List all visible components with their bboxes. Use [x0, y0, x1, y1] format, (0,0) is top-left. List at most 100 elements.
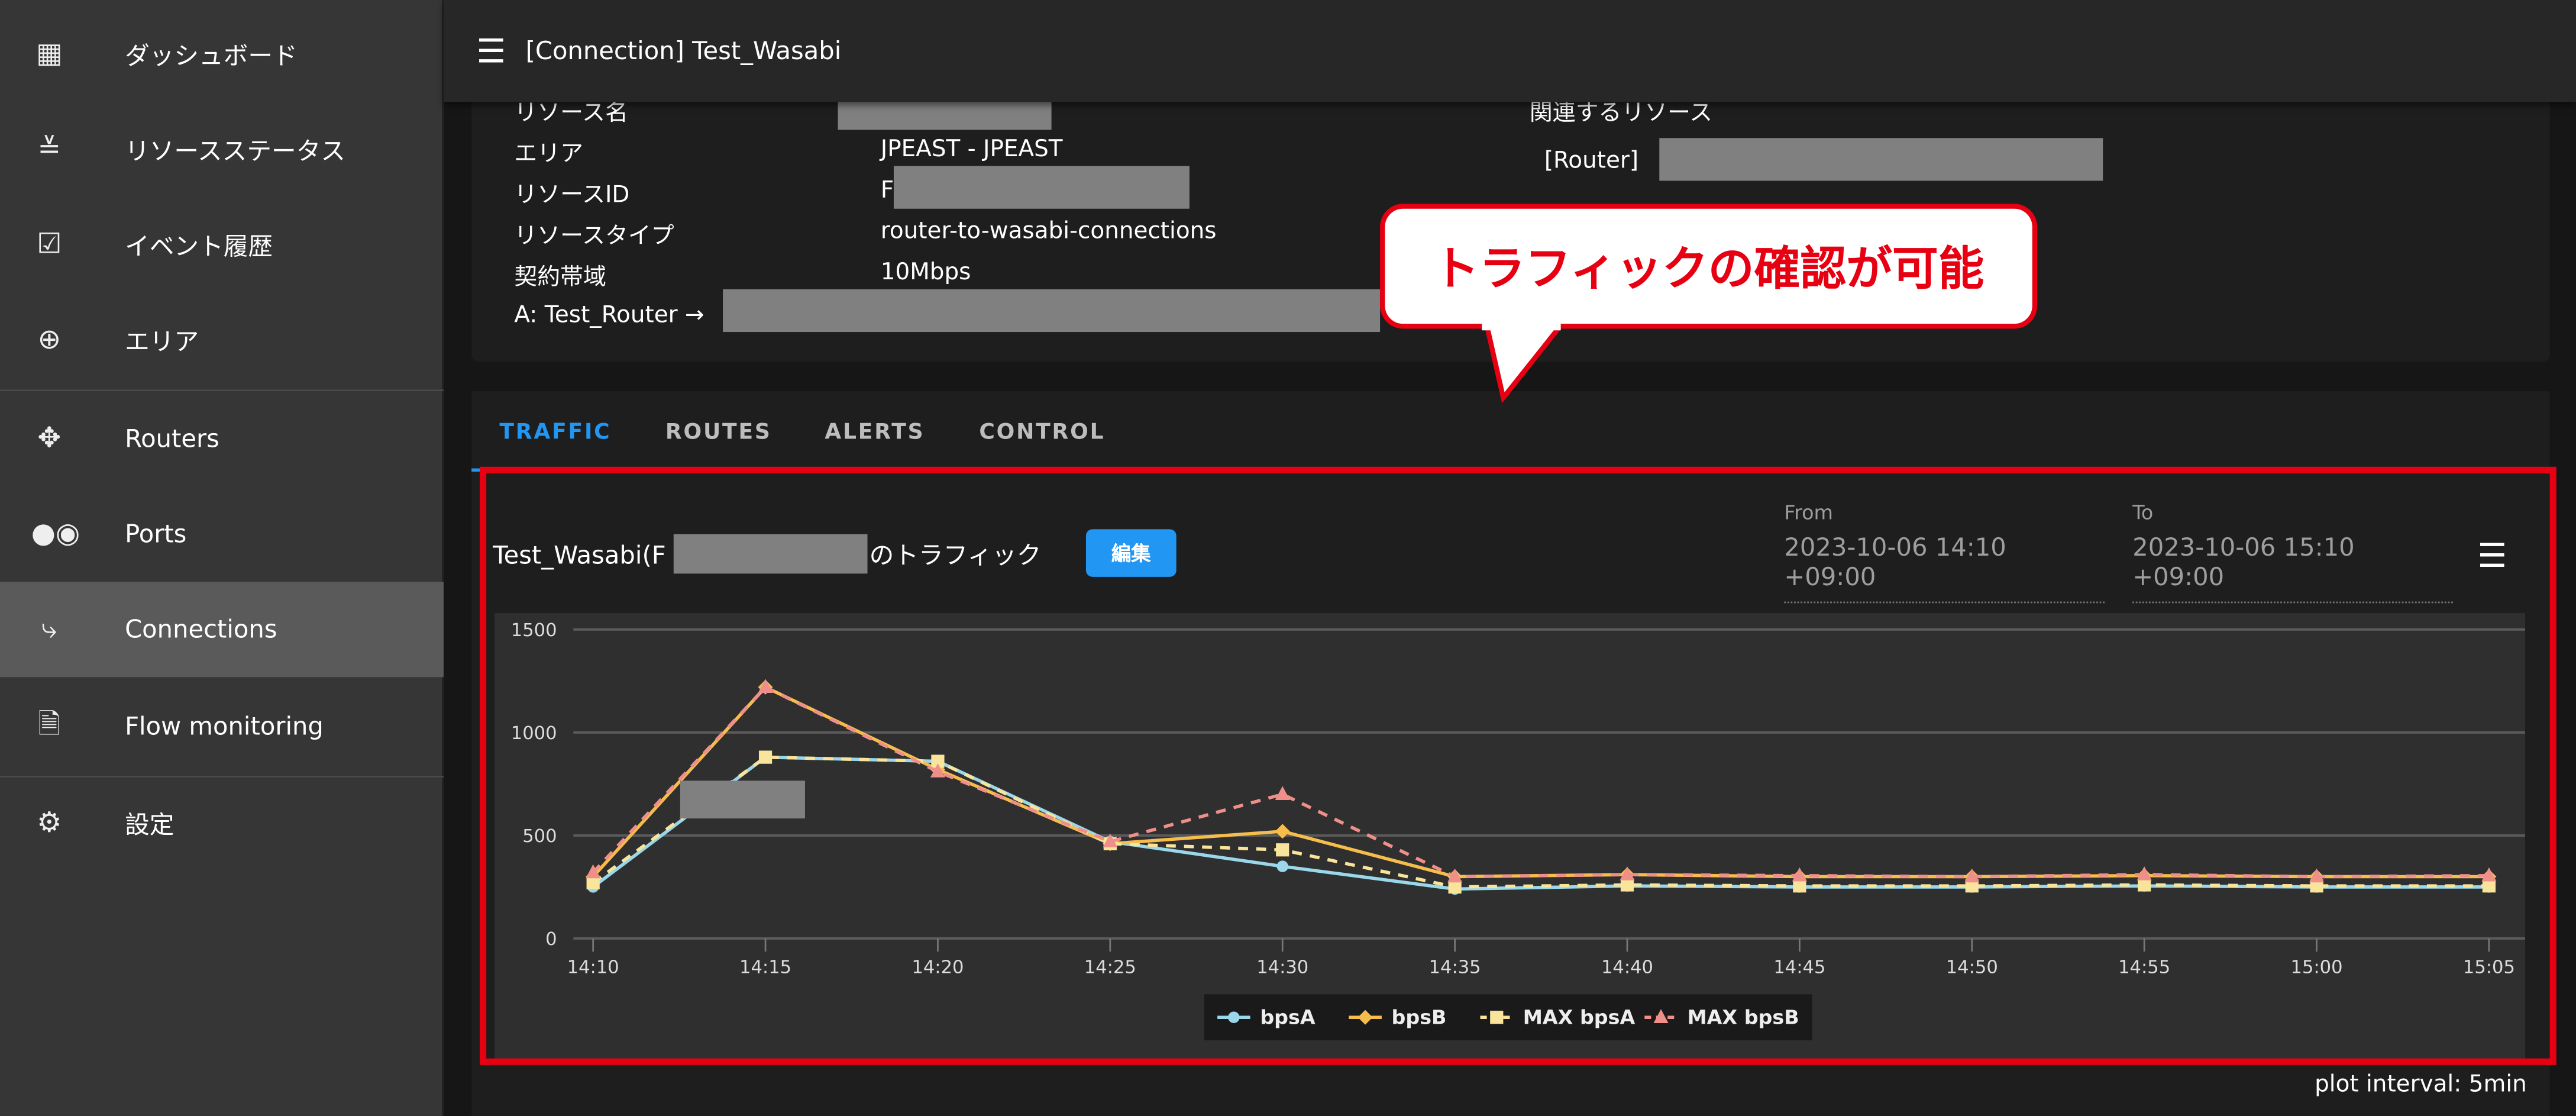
legend-item-max-bpsb: MAX bpsB	[1687, 1005, 1799, 1028]
redacted-block	[723, 289, 1381, 333]
gear-icon: ⚙	[37, 807, 62, 840]
bandwidth-label: 契約帯域	[514, 265, 606, 291]
data-point-max-bpsa	[1448, 880, 1462, 894]
chart-svg: 0 500 1000 1500 14:10 14:15 14:20 14:25 14:30 14:…	[511, 620, 2526, 1041]
data-point-max-bpsa	[1276, 843, 1289, 857]
divider	[0, 775, 444, 778]
related-resources-label: 関連するリソース	[1529, 100, 1713, 127]
sidebar-item-routers[interactable]: ✥ Routers	[0, 391, 444, 486]
data-point-max-bpsa	[931, 754, 945, 768]
data-point-max-bpsb	[586, 864, 601, 879]
chart-menu-icon[interactable]: ☰	[2477, 536, 2507, 576]
data-point-max-bpsb	[758, 679, 773, 693]
from-label: From	[1784, 501, 1833, 525]
from-date-input[interactable]: 2023-10-06 14:10 +09:00	[1784, 533, 2105, 604]
sidebar-item-dashboard[interactable]: ▦ ダッシュボード	[0, 7, 444, 102]
data-point-max-bpsb	[2137, 866, 2152, 880]
tab-alerts[interactable]: ALERTS	[825, 421, 925, 446]
file-export-icon: 🗎	[38, 707, 61, 741]
y-tick-label: 1500	[511, 620, 557, 641]
redacted-block	[680, 780, 805, 819]
checklist-icon: ≚	[37, 133, 62, 166]
edit-button[interactable]: 編集	[1085, 529, 1177, 577]
ports-icon: ●◉	[31, 517, 80, 551]
sidebar-item-label: ダッシュボード	[125, 40, 298, 70]
top-bar: ☰ [Connection] Test_Wasabi	[443, 0, 2576, 102]
sidebar-item-label: Connections	[125, 614, 277, 644]
x-tick-label: 14:10	[567, 957, 619, 978]
divider	[0, 389, 444, 392]
x-tick-label: 15:05	[2463, 957, 2515, 978]
series-line-bpsb	[592, 685, 2489, 879]
data-point-max-bpsb	[1964, 868, 1980, 883]
router-icon: ✥	[37, 422, 62, 456]
sidebar-item-flow-monitoring[interactable]: 🗎 Flow monitoring	[0, 679, 444, 774]
data-point-max-bpsa	[1620, 878, 1634, 892]
active-tab-indicator	[471, 468, 636, 472]
annotation-callout: トラフィックの確認が可能	[1380, 204, 2038, 329]
grid-icon: ▦	[36, 37, 63, 71]
calendar-check-icon: ☑	[37, 228, 62, 262]
sidebar-item-resource-status[interactable]: ≚ リソースステータス	[0, 102, 444, 197]
legend-item-max-bpsa: MAX bpsA	[1523, 1005, 1636, 1028]
area-label: エリア	[514, 141, 584, 168]
sidebar-item-settings[interactable]: ⚙ 設定	[0, 776, 444, 871]
sidebar-item-connections[interactable]: ⤷ Connections	[0, 582, 444, 678]
resource-type-label: リソースタイプ	[514, 223, 674, 250]
globe-icon: ⊕	[37, 324, 62, 357]
x-tick-label: 14:55	[2118, 957, 2170, 978]
resource-name-label: リソース名	[514, 100, 628, 127]
menu-icon[interactable]: ☰	[476, 31, 506, 71]
sidebar-item-label: イベント履歴	[125, 231, 273, 261]
tab-traffic[interactable]: TRAFFIC	[499, 421, 612, 446]
callout-tail	[1482, 312, 1561, 404]
tab-routes[interactable]: ROUTES	[665, 421, 772, 446]
page-title: [Connection] Test_Wasabi	[525, 36, 842, 66]
legend-item-bpsb: bpsB	[1392, 1005, 1447, 1028]
data-point-max-bpsb	[2481, 867, 2497, 882]
data-point-max-bpsa	[1965, 879, 1979, 893]
sidebar-item-label: Flow monitoring	[125, 711, 324, 741]
data-point-max-bpsb	[1620, 866, 1635, 880]
traffic-chart: 0 500 1000 1500 14:10 14:15 14:20 14:25 14:30 14:…	[494, 613, 2526, 1060]
resource-id-value: F	[880, 177, 894, 204]
x-tick-label: 15:00	[2291, 957, 2343, 978]
sidebar-item-label: リソースステータス	[125, 136, 346, 166]
sidebar-item-ports[interactable]: ●◉ Ports	[0, 486, 444, 582]
plot-interval: plot interval: 5min	[2315, 1071, 2527, 1098]
data-point-max-bpsb	[2309, 868, 2325, 883]
y-tick-label: 500	[522, 826, 557, 847]
related-router-link[interactable]: [Router]	[1544, 147, 1639, 175]
x-tick-label: 14:50	[1946, 957, 1998, 978]
to-label: To	[2132, 501, 2154, 525]
title-prefix: Test_Wasabi(F	[493, 540, 666, 570]
data-point-max-bpsb	[1103, 833, 1118, 848]
data-point-bpsa	[1276, 860, 1288, 872]
traffic-title: Test_Wasabi(F )のトラフィック	[493, 537, 1041, 572]
data-point-max-bpsa	[586, 876, 600, 890]
series-line-bpsa	[592, 755, 2489, 891]
title-suffix: )のトラフィック	[859, 540, 1042, 570]
redacted-block	[673, 534, 868, 574]
sidebar: ▦ ダッシュボード ≚ リソースステータス ☑ イベント履歴 ⊕ エリア ✥ Router…	[0, 0, 444, 1116]
x-tick-label: 14:15	[739, 957, 791, 978]
to-date-input[interactable]: 2023-10-06 15:10 +09:00	[2132, 533, 2453, 604]
tab-bar: TRAFFIC ROUTES ALERTS CONTROL	[471, 391, 2550, 473]
data-point-max-bpsa	[2310, 879, 2323, 893]
legend-item-bpsa: bpsA	[1260, 1005, 1316, 1028]
data-point-max-bpsb	[1792, 867, 1807, 882]
sidebar-item-event-history[interactable]: ☑ イベント履歴	[0, 197, 444, 292]
sidebar-item-label: Ports	[125, 519, 187, 549]
legend-marker-bpsb	[1358, 1009, 1373, 1025]
sidebar-item-label: 設定	[125, 809, 174, 839]
data-point-max-bpsa	[2482, 879, 2496, 893]
x-tick-label: 14:45	[1773, 957, 1825, 978]
data-point-max-bpsa	[2138, 878, 2151, 892]
tab-control[interactable]: CONTROL	[979, 421, 1106, 446]
sidebar-item-area[interactable]: ⊕ エリア	[0, 292, 444, 388]
sidebar-item-label: Routers	[125, 424, 219, 454]
sidebar-item-label: エリア	[125, 326, 199, 356]
legend-marker-bpsa	[1228, 1011, 1240, 1023]
area-value: JPEAST - JPEAST	[880, 136, 1063, 163]
redacted-block	[893, 166, 1190, 209]
